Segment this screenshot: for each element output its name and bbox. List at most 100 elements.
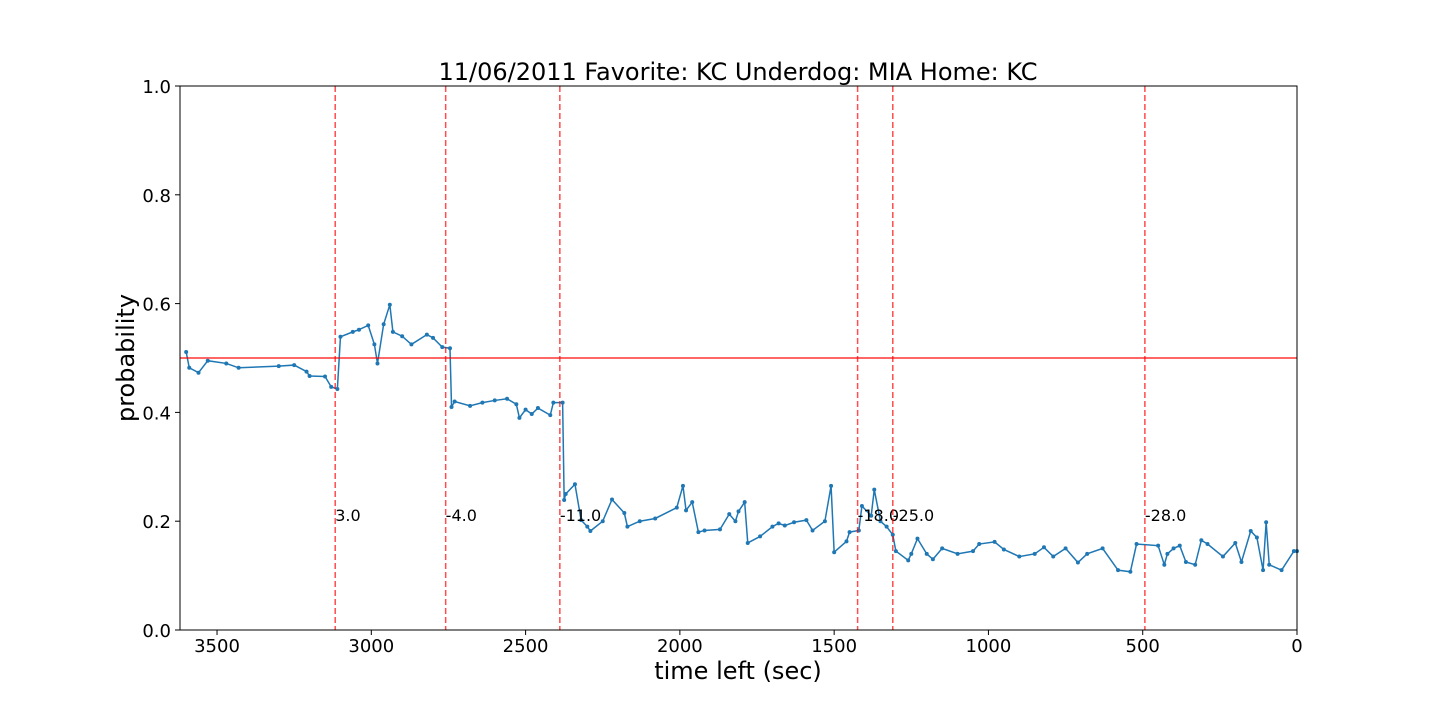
data-point [517, 415, 522, 420]
data-point [1261, 568, 1266, 573]
y-tick-label: 1.0 [142, 77, 171, 98]
data-point [431, 335, 436, 340]
data-point [350, 329, 355, 334]
data-point [1017, 554, 1022, 559]
data-point [1116, 568, 1121, 573]
data-point [1134, 542, 1139, 547]
data-point [307, 373, 312, 378]
data-point [1128, 569, 1133, 574]
data-point [890, 532, 895, 537]
data-point [736, 509, 741, 514]
data-point [977, 542, 982, 547]
plot-frame [179, 85, 1298, 631]
data-point [893, 549, 898, 554]
data-point [447, 346, 452, 351]
data-point [869, 513, 874, 518]
data-point [1041, 545, 1046, 550]
data-point [1267, 562, 1272, 567]
data-point [1239, 560, 1244, 564]
x-tick-label: 500 [1126, 636, 1160, 657]
data-point [822, 519, 827, 524]
data-point [372, 342, 377, 347]
data-point [1205, 542, 1210, 547]
data-point [505, 396, 510, 401]
data-point [674, 505, 679, 510]
data-point [872, 487, 877, 492]
data-point [1156, 543, 1161, 548]
data-point [684, 508, 689, 513]
data-point [1165, 551, 1170, 556]
data-point [548, 413, 553, 418]
data-point [844, 539, 849, 544]
data-point [1248, 528, 1253, 533]
x-tick-label: 1000 [966, 636, 1012, 657]
data-point [770, 524, 775, 529]
data-point [335, 387, 340, 392]
y-tick-label: 0.6 [142, 295, 171, 316]
data-point [909, 551, 914, 556]
data-point [758, 534, 763, 539]
data-point [585, 524, 590, 529]
data-point [387, 302, 392, 307]
data-point [742, 500, 747, 505]
data-point [468, 403, 473, 408]
y-tick-label: 0.8 [142, 186, 171, 207]
data-point [915, 536, 920, 541]
event-label: -28.0 [1145, 506, 1186, 525]
y-tick-label: 0.0 [142, 621, 171, 642]
data-point [409, 342, 414, 347]
chart-title: 11/06/2011 Favorite: KC Underdog: MIA Ho… [438, 58, 1037, 86]
event-label: -4.0 [446, 506, 477, 525]
data-point [366, 323, 371, 328]
data-point [906, 558, 911, 563]
data-point [381, 322, 386, 327]
data-point [971, 549, 976, 554]
data-point [1001, 547, 1006, 552]
x-tick-label: 3000 [348, 636, 394, 657]
data-point [717, 527, 722, 532]
data-point [560, 400, 565, 405]
data-point [804, 518, 809, 523]
data-point [955, 551, 960, 556]
data-point [924, 551, 929, 556]
data-point [1177, 543, 1182, 548]
data-point [551, 400, 556, 405]
data-point [745, 540, 750, 545]
data-point [1279, 568, 1284, 573]
data-point [847, 530, 852, 535]
data-point [514, 402, 519, 407]
data-point [329, 384, 334, 389]
data-point [782, 523, 787, 528]
data-point [930, 557, 935, 562]
data-point [304, 369, 309, 374]
data-point [196, 370, 201, 375]
event-label: -25.0 [893, 506, 934, 525]
data-point [859, 503, 864, 508]
data-point [1220, 554, 1225, 559]
data-point [1264, 520, 1269, 525]
data-point [224, 361, 229, 366]
data-point [1193, 562, 1198, 567]
data-point [579, 518, 584, 523]
data-point [276, 364, 281, 369]
data-point [1032, 551, 1037, 556]
data-point [992, 539, 997, 544]
data-point [452, 399, 457, 404]
x-tick-label: 2000 [657, 636, 703, 657]
data-point [1085, 551, 1090, 556]
data-point [792, 520, 797, 525]
data-point [878, 519, 883, 524]
data-point [390, 329, 395, 334]
data-point [776, 521, 781, 526]
data-point [588, 528, 593, 533]
data-point [205, 358, 210, 363]
data-point [492, 398, 497, 403]
x-tick-label: 1500 [811, 636, 857, 657]
data-point [727, 512, 732, 517]
data-point [1254, 535, 1259, 540]
data-point [690, 500, 695, 505]
data-point [292, 363, 297, 368]
data-point [884, 524, 889, 529]
x-tick-label: 2500 [503, 636, 549, 657]
